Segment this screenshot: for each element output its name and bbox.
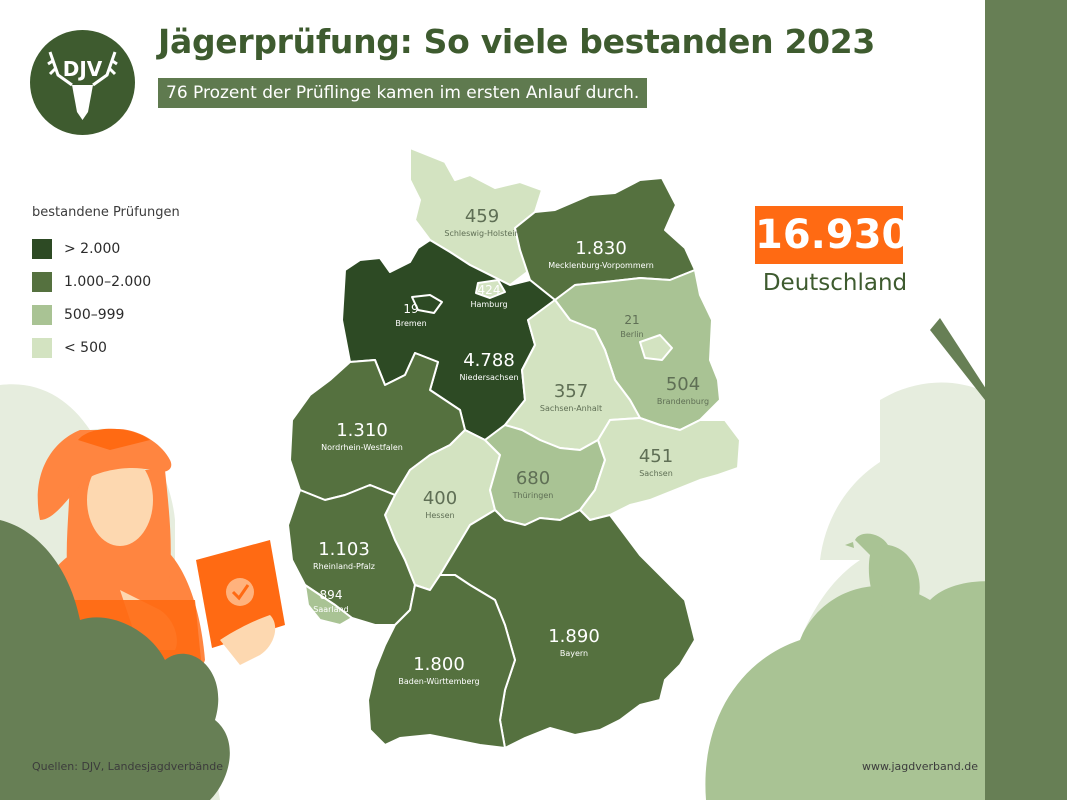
legend-swatch xyxy=(32,304,52,325)
logo-text: DJV xyxy=(63,57,103,81)
legend-item-dark: > 2.000 xyxy=(32,232,180,265)
state-name-label: Rheinland-Pfalz xyxy=(313,562,375,571)
total-label: Deutschland xyxy=(762,270,908,296)
page-title: Jägerprüfung: So viele bestanden 2023 xyxy=(158,22,876,61)
legend-item-lightest: < 500 xyxy=(32,331,180,364)
state-name-label: Niedersachsen xyxy=(459,373,518,382)
state-name-label: Mecklenburg-Vorpommern xyxy=(548,261,654,270)
state-value-label: 680 xyxy=(516,468,550,489)
state-hamburg xyxy=(475,279,506,299)
state-berlin xyxy=(639,334,673,361)
legend: bestandene Prüfungen > 2.000 1.000–2.000… xyxy=(32,205,180,364)
state-value-label: 1.890 xyxy=(548,626,600,647)
state-value-label: 1.800 xyxy=(413,654,465,675)
state-value-label: 1.310 xyxy=(336,420,388,441)
deer-head-icon xyxy=(72,85,93,120)
legend-item-mid: 1.000–2.000 xyxy=(32,265,180,298)
legend-label: 500–999 xyxy=(64,306,125,323)
state-value-label: 4.788 xyxy=(463,350,515,371)
djv-logo: DJV xyxy=(30,30,135,135)
state-name-label: Bremen xyxy=(395,319,426,328)
state-name-label: Bayern xyxy=(560,649,588,658)
state-value-label: 451 xyxy=(639,446,673,467)
state-name-label: Sachsen-Anhalt xyxy=(540,404,602,413)
front-bush-left xyxy=(0,520,230,800)
state-value-label: 459 xyxy=(465,206,499,227)
state-name-label: Brandenburg xyxy=(657,397,709,406)
state-name-label: Berlin xyxy=(620,330,643,339)
state-name-label: Nordrhein-Westfalen xyxy=(321,443,403,452)
antlers-icon xyxy=(47,51,118,87)
legend-swatch xyxy=(32,238,52,259)
state-value-label: 1.830 xyxy=(575,238,627,259)
right-bushes-illustration xyxy=(705,0,1067,800)
legend-label: > 2.000 xyxy=(64,240,121,257)
state-saarland xyxy=(304,584,353,626)
legend-title: bestandene Prüfungen xyxy=(32,205,180,220)
state-bremen xyxy=(411,294,443,314)
tree-trunk xyxy=(985,0,1067,800)
legend-swatch xyxy=(32,271,52,292)
legend-label: 1.000–2.000 xyxy=(64,273,152,290)
state-labels: 459 Schleswig-Holstein 1.830 Mecklenburg-Vo… xyxy=(313,206,709,686)
state-name-label: Baden-Württemberg xyxy=(398,677,479,686)
legend-swatch xyxy=(32,337,52,358)
state-value-label: 1.103 xyxy=(318,539,370,560)
legend-item-light: 500–999 xyxy=(32,298,180,331)
page-subtitle: 76 Prozent der Prüflinge kamen im ersten… xyxy=(158,78,648,108)
state-name-label: Sachsen xyxy=(639,469,673,478)
state-value-label: 19 xyxy=(403,302,418,316)
legend-label: < 500 xyxy=(64,339,107,356)
state-value-label: 894 xyxy=(320,588,343,602)
state-value-label: 357 xyxy=(554,381,588,402)
state-value-label: 400 xyxy=(423,488,457,509)
state-value-label: 504 xyxy=(666,374,700,395)
state-name-label: Thüringen xyxy=(512,491,554,500)
germany-map xyxy=(287,147,741,749)
state-value-label: 424 xyxy=(478,283,501,297)
bird-icon xyxy=(855,533,920,611)
state-baden-wuerttemberg xyxy=(367,574,516,749)
state-name-label: Saarland xyxy=(313,605,348,614)
state-value-label: 21 xyxy=(624,313,639,327)
website-link[interactable]: www.jagdverband.de xyxy=(862,760,978,773)
total-value-badge: 16.930 xyxy=(755,206,909,264)
state-name-label: Hessen xyxy=(425,511,454,520)
state-name-label: Hamburg xyxy=(470,300,507,309)
state-name-label: Schleswig-Holstein xyxy=(444,229,519,238)
source-note: Quellen: DJV, Landesjagdverbände xyxy=(32,760,224,773)
